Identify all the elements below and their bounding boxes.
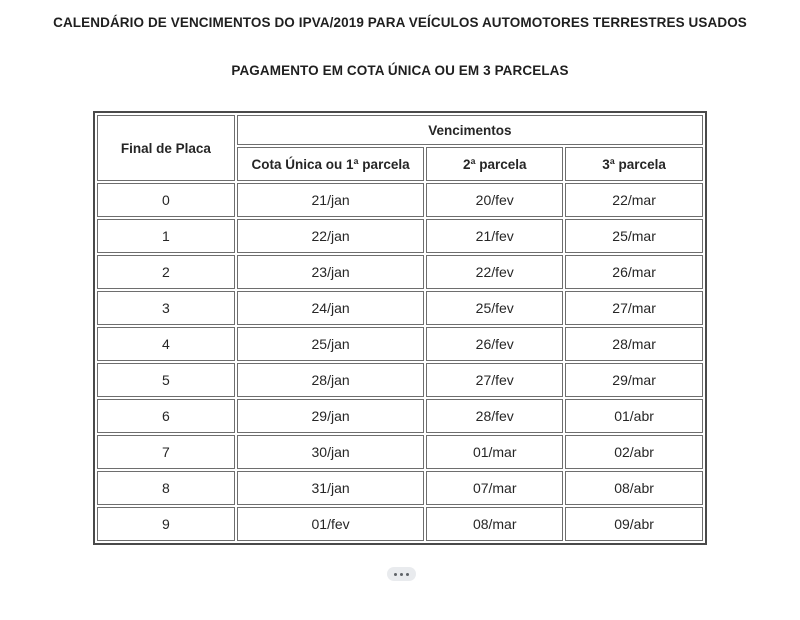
table-row: 2 23/jan 22/fev 26/mar xyxy=(97,255,703,289)
more-options-button[interactable] xyxy=(387,567,416,581)
table-row: 5 28/jan 27/fev 29/mar xyxy=(97,363,703,397)
table-row: 3 24/jan 25/fev 27/mar xyxy=(97,291,703,325)
due-date-cell: 25/mar xyxy=(565,219,703,253)
due-date-cell: 29/mar xyxy=(565,363,703,397)
due-date-cell: 28/mar xyxy=(565,327,703,361)
due-date-cell: 21/fev xyxy=(426,219,564,253)
due-date-cell: 27/fev xyxy=(426,363,564,397)
ellipsis-icon xyxy=(394,572,397,576)
due-date-cell: 25/fev xyxy=(426,291,564,325)
table-row: 7 30/jan 01/mar 02/abr xyxy=(97,435,703,469)
column-header-cota-unica: Cota Única ou 1ª parcela xyxy=(236,147,425,181)
due-date-cell: 31/jan xyxy=(236,471,425,505)
table-row: 8 31/jan 07/mar 08/abr xyxy=(97,471,703,505)
column-header-segunda-parcela: 2ª parcela xyxy=(426,147,564,181)
due-date-cell: 28/fev xyxy=(426,399,564,433)
due-date-cell: 01/mar xyxy=(426,435,564,469)
table-row: 0 21/jan 20/fev 22/mar xyxy=(97,183,703,217)
table-row: 9 01/fev 08/mar 09/abr xyxy=(97,507,703,541)
plate-cell: 9 xyxy=(97,507,235,541)
due-date-cell: 08/abr xyxy=(565,471,703,505)
due-date-cell: 30/jan xyxy=(236,435,425,469)
due-date-cell: 21/jan xyxy=(236,183,425,217)
table-header-row-columns: Cota Única ou 1ª parcela 2ª parcela 3ª p… xyxy=(97,147,703,181)
plate-cell: 2 xyxy=(97,255,235,289)
due-date-cell: 22/jan xyxy=(236,219,425,253)
table-row: 1 22/jan 21/fev 25/mar xyxy=(97,219,703,253)
due-date-cell: 01/fev xyxy=(236,507,425,541)
plate-cell: 7 xyxy=(97,435,235,469)
due-date-cell: 24/jan xyxy=(236,291,425,325)
table-row: 4 25/jan 26/fev 28/mar xyxy=(97,327,703,361)
plate-cell: 0 xyxy=(97,183,235,217)
page-subtitle: PAGAMENTO EM COTA ÚNICA OU EM 3 PARCELAS xyxy=(231,63,569,78)
plate-cell: 4 xyxy=(97,327,235,361)
due-date-cell: 08/mar xyxy=(426,507,564,541)
table-header-row-group: Final de Placa Vencimentos xyxy=(97,115,703,181)
due-date-cell: 27/mar xyxy=(565,291,703,325)
due-date-cell: 22/mar xyxy=(565,183,703,217)
final-de-placa-header: Final de Placa xyxy=(97,115,235,181)
due-date-cell: 23/jan xyxy=(236,255,425,289)
due-date-cell: 07/mar xyxy=(426,471,564,505)
due-date-cell: 28/jan xyxy=(236,363,425,397)
page-title: CALENDÁRIO DE VENCIMENTOS DO IPVA/2019 P… xyxy=(53,15,747,30)
plate-cell: 3 xyxy=(97,291,235,325)
due-date-cell: 09/abr xyxy=(565,507,703,541)
due-date-cell: 29/jan xyxy=(236,399,425,433)
plate-cell: 6 xyxy=(97,399,235,433)
plate-cell: 1 xyxy=(97,219,235,253)
ellipsis-icon xyxy=(406,572,409,576)
table-row: 6 29/jan 28/fev 01/abr xyxy=(97,399,703,433)
vencimentos-header: Vencimentos xyxy=(236,115,703,145)
due-date-cell: 26/fev xyxy=(426,327,564,361)
due-date-cell: 20/fev xyxy=(426,183,564,217)
due-date-cell: 02/abr xyxy=(565,435,703,469)
plate-cell: 5 xyxy=(97,363,235,397)
due-date-cell: 22/fev xyxy=(426,255,564,289)
column-header-terceira-parcela: 3ª parcela xyxy=(565,147,703,181)
due-date-cell: 26/mar xyxy=(565,255,703,289)
due-date-cell: 25/jan xyxy=(236,327,425,361)
plate-cell: 8 xyxy=(97,471,235,505)
ellipsis-icon xyxy=(400,572,403,576)
ipva-calendar-table: Final de Placa Vencimentos Cota Única ou… xyxy=(93,111,707,545)
due-date-cell: 01/abr xyxy=(565,399,703,433)
